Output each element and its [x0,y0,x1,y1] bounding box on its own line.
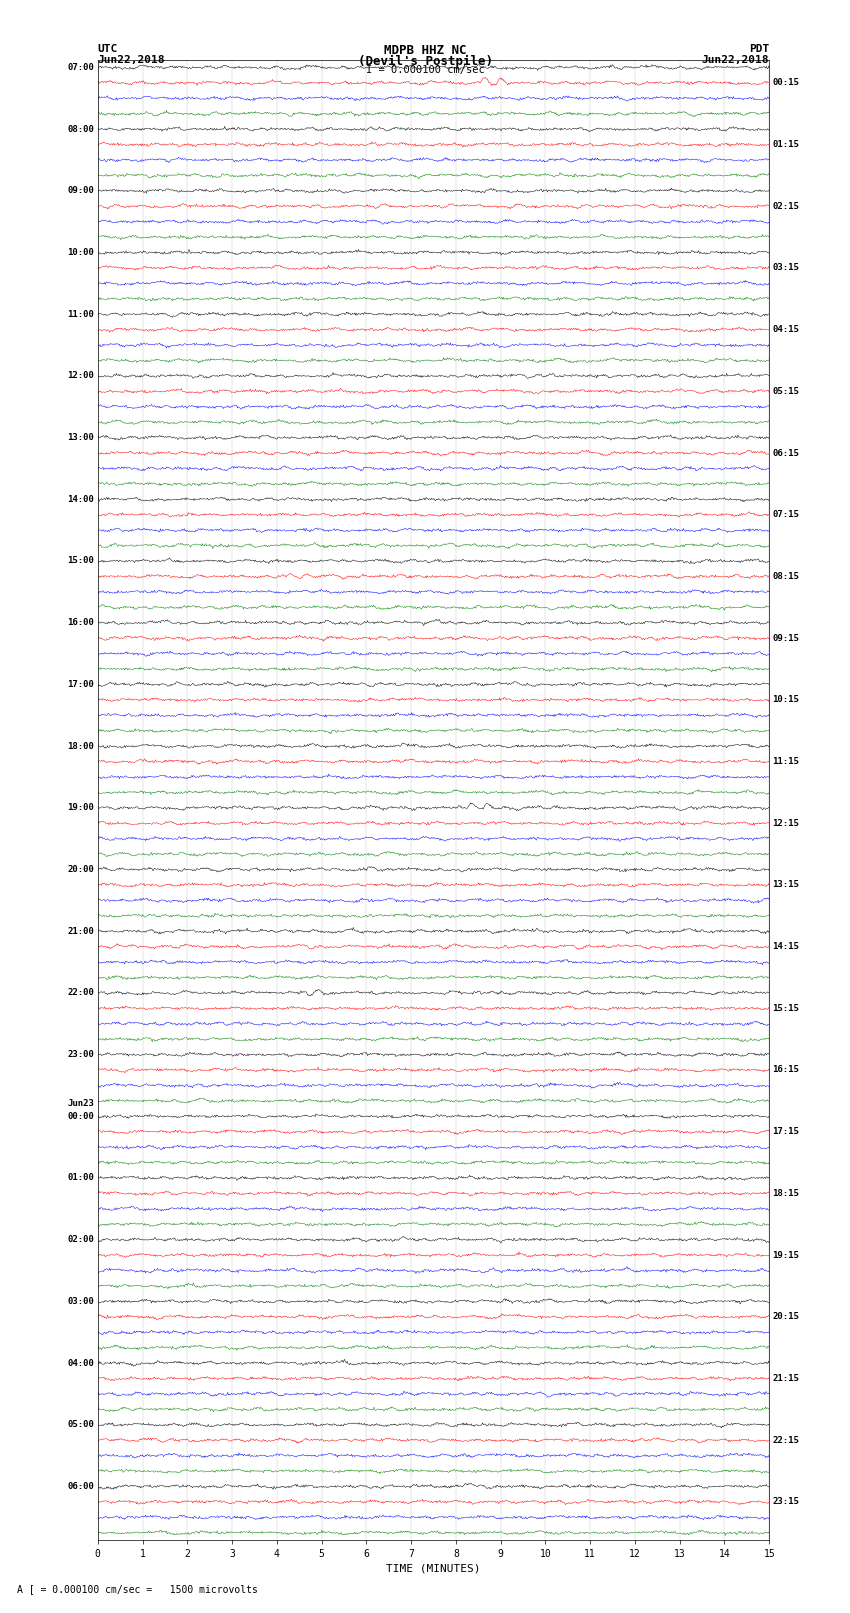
Text: 03:00: 03:00 [67,1297,94,1307]
Text: 14:15: 14:15 [773,942,800,952]
Text: 13:15: 13:15 [773,881,800,889]
Text: (Devil's Postpile): (Devil's Postpile) [358,55,492,68]
Text: 16:15: 16:15 [773,1066,800,1074]
Text: 12:15: 12:15 [773,819,800,827]
Text: UTC: UTC [98,44,118,55]
Text: 20:00: 20:00 [67,865,94,874]
Text: 23:15: 23:15 [773,1497,800,1507]
Text: 07:15: 07:15 [773,510,800,519]
Text: 14:00: 14:00 [67,495,94,503]
Text: MDPB HHZ NC: MDPB HHZ NC [383,44,467,58]
Text: 10:15: 10:15 [773,695,800,705]
Text: 09:00: 09:00 [67,185,94,195]
Text: 01:15: 01:15 [773,140,800,148]
Text: 08:15: 08:15 [773,573,800,581]
Text: 10:00: 10:00 [67,248,94,256]
Text: 22:00: 22:00 [67,989,94,997]
Text: 00:00: 00:00 [67,1111,94,1121]
Text: 07:00: 07:00 [67,63,94,73]
Text: 00:15: 00:15 [773,79,800,87]
Text: PDT: PDT [749,44,769,55]
Text: 21:15: 21:15 [773,1374,800,1382]
Text: 23:00: 23:00 [67,1050,94,1060]
Text: 20:15: 20:15 [773,1313,800,1321]
Text: Jun22,2018: Jun22,2018 [98,55,165,65]
Text: 06:15: 06:15 [773,448,800,458]
Text: 08:00: 08:00 [67,124,94,134]
Text: 22:15: 22:15 [773,1436,800,1445]
Text: Jun23: Jun23 [67,1100,94,1108]
Text: 19:00: 19:00 [67,803,94,813]
Text: 03:15: 03:15 [773,263,800,273]
X-axis label: TIME (MINUTES): TIME (MINUTES) [386,1563,481,1574]
Text: 04:15: 04:15 [773,326,800,334]
Text: 11:15: 11:15 [773,756,800,766]
Text: 02:15: 02:15 [773,202,800,211]
Text: 05:00: 05:00 [67,1419,94,1429]
Text: 01:00: 01:00 [67,1173,94,1182]
Text: 15:00: 15:00 [67,556,94,566]
Text: 06:00: 06:00 [67,1482,94,1490]
Text: 17:00: 17:00 [67,679,94,689]
Text: 15:15: 15:15 [773,1003,800,1013]
Text: 16:00: 16:00 [67,618,94,627]
Text: 17:15: 17:15 [773,1127,800,1136]
Text: Jun22,2018: Jun22,2018 [702,55,769,65]
Text: 04:00: 04:00 [67,1358,94,1368]
Text: 09:15: 09:15 [773,634,800,642]
Text: I = 0.000100 cm/sec: I = 0.000100 cm/sec [366,65,484,76]
Text: 05:15: 05:15 [773,387,800,395]
Text: 11:00: 11:00 [67,310,94,319]
Text: 02:00: 02:00 [67,1236,94,1244]
Text: 12:00: 12:00 [67,371,94,381]
Text: 21:00: 21:00 [67,926,94,936]
Text: 18:15: 18:15 [773,1189,800,1198]
Text: 19:15: 19:15 [773,1250,800,1260]
Text: 18:00: 18:00 [67,742,94,750]
Text: A [ = 0.000100 cm/sec =   1500 microvolts: A [ = 0.000100 cm/sec = 1500 microvolts [17,1584,258,1594]
Text: 13:00: 13:00 [67,432,94,442]
